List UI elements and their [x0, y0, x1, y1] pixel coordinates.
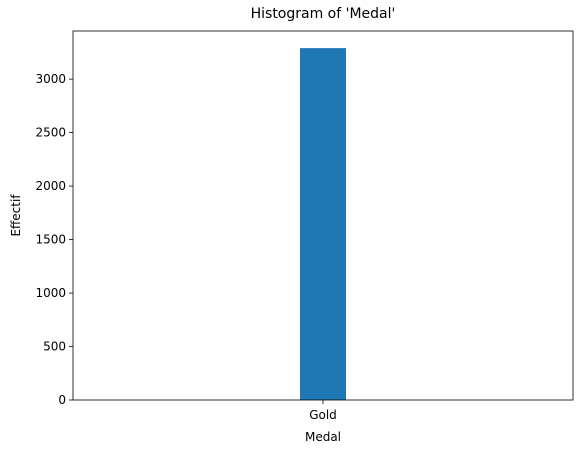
bars-group — [300, 48, 346, 401]
y-tick-label: 2500 — [35, 126, 66, 140]
y-tick-label: 500 — [43, 340, 66, 354]
y-tick-label: 3000 — [35, 72, 66, 86]
x-axis-label: Medal — [305, 430, 341, 444]
x-axis-ticks: Gold — [309, 400, 337, 422]
plot-frame — [72, 30, 574, 401]
y-tick-label: 1500 — [35, 233, 66, 247]
y-tick-label: 1000 — [35, 286, 66, 300]
y-axis-label: Effectif — [9, 194, 23, 237]
chart-title: Histogram of 'Medal' — [251, 6, 396, 22]
y-tick-label: 2000 — [35, 179, 66, 193]
y-tick-label: 0 — [58, 393, 66, 407]
y-axis-ticks: 0 500 1000 1500 2000 2500 3000 — [35, 72, 73, 407]
bar-gold — [300, 48, 346, 401]
x-tick-label: Gold — [309, 408, 337, 422]
